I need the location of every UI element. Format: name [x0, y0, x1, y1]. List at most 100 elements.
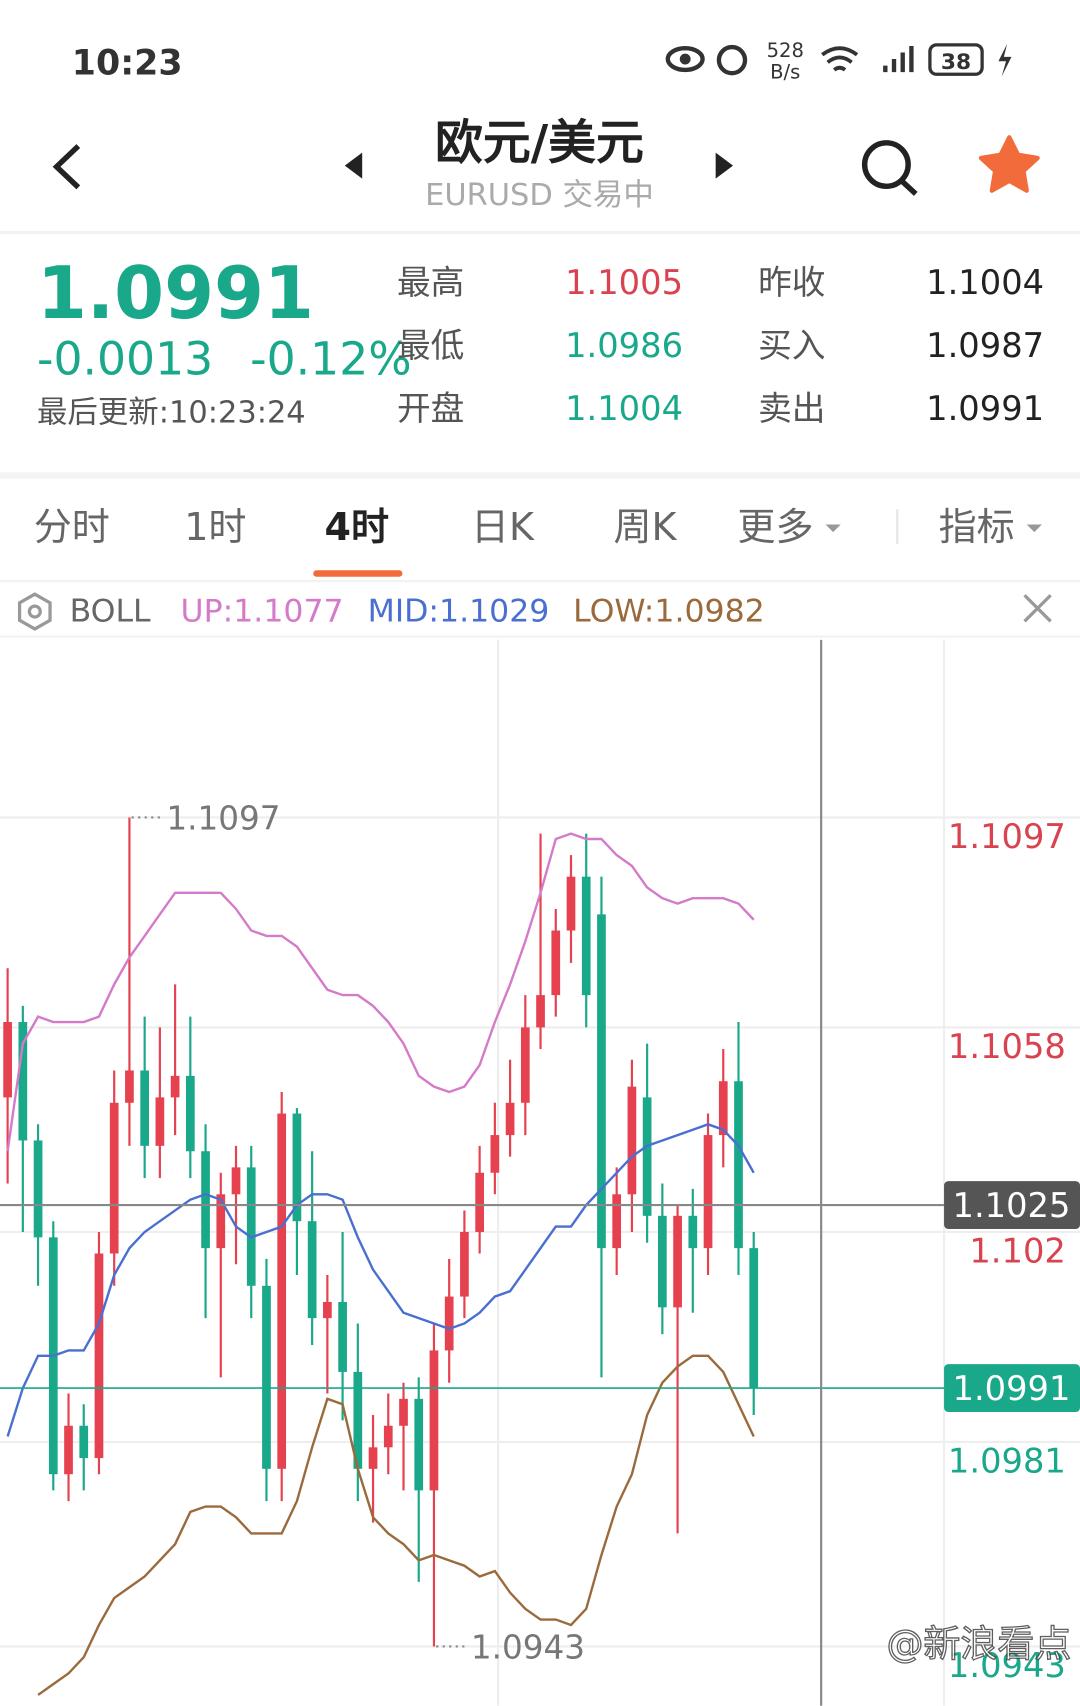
wifi-icon	[821, 46, 859, 72]
tab[interactable]: 4时	[324, 505, 389, 549]
update-time: 最后更新:10:23:24	[37, 395, 306, 430]
indicator-bar: BOLL UP:1.1077 MID:1.1029 LOW:1.0982	[17, 592, 1052, 631]
candle-body	[231, 1167, 241, 1195]
candle-body	[688, 1215, 698, 1249]
candle-body	[658, 1215, 667, 1308]
eye-pupil	[679, 53, 691, 65]
y-tick-label: 1.0981	[948, 1441, 1066, 1480]
boll-line	[6, 832, 755, 1152]
boll-low: LOW:1.0982	[573, 593, 765, 629]
candle-body	[627, 1086, 637, 1195]
dropdown-caret	[1026, 524, 1042, 533]
charging-icon	[998, 43, 1012, 77]
stat-label: 最高	[397, 263, 464, 302]
candle-body	[277, 1113, 287, 1469]
last-price: 1.0991	[37, 251, 314, 335]
change-pct: -0.12%	[250, 332, 412, 385]
candle-body	[642, 1097, 652, 1216]
candle-body	[216, 1194, 226, 1249]
pair-subtitle: EURUSD 交易中	[425, 178, 654, 213]
stat-value: 1.1004	[926, 263, 1044, 302]
candle-body	[170, 1075, 180, 1098]
candle-body	[368, 1447, 378, 1469]
signal-icon	[883, 45, 914, 73]
candle-body	[505, 1102, 515, 1136]
price-tag	[944, 1181, 1080, 1229]
extreme-label: 1.0943	[471, 1628, 585, 1666]
y-tick-label: 1.102	[969, 1231, 1066, 1270]
divider	[0, 580, 1080, 583]
indicator-name: BOLL	[70, 593, 151, 629]
search-button[interactable]	[861, 140, 911, 190]
boll-line	[6, 1123, 755, 1437]
candle-body	[338, 1301, 347, 1372]
candle-body	[201, 1151, 210, 1249]
candle-body	[323, 1301, 332, 1319]
candle-body	[185, 1075, 195, 1152]
quote: 1.0991 -0.0013 -0.12% 最后更新:10:23:24 最高 1.…	[37, 251, 1044, 430]
tab[interactable]: 更多	[737, 505, 813, 549]
stat-label: 买入	[758, 326, 825, 365]
extreme-label: 1.1097	[166, 799, 280, 837]
boll-line	[37, 1354, 755, 1696]
candle-body	[414, 1398, 424, 1491]
dropdown-caret	[825, 524, 841, 533]
tab[interactable]: 分时	[34, 505, 110, 549]
candle-body	[749, 1248, 759, 1389]
divider	[0, 472, 1080, 479]
next-button[interactable]	[715, 152, 734, 179]
battery-icon	[928, 43, 984, 76]
candle-body	[444, 1296, 454, 1351]
candle-body	[64, 1425, 73, 1475]
tab[interactable]: 指标	[939, 505, 1015, 549]
stats: 最高 1.1005 昨收 1.1004 最低 1.0986 买入 1.0987 开盘 1.1004…	[397, 263, 1044, 428]
candle-body	[490, 1135, 500, 1173]
tab[interactable]: 日K	[471, 505, 535, 549]
stat-label: 卖出	[758, 389, 825, 428]
stat-label: 开盘	[397, 389, 464, 428]
favorite-button[interactable]	[978, 135, 1040, 193]
stat-label: 最低	[397, 326, 464, 365]
tab[interactable]: 1时	[184, 505, 246, 549]
stat-value: 1.1004	[565, 389, 683, 428]
candle-body	[520, 1027, 530, 1103]
candle-body	[460, 1231, 469, 1297]
divider	[0, 635, 1080, 638]
price-tag-label: 1.1025	[953, 1186, 1071, 1225]
candle-body	[246, 1167, 256, 1286]
tab[interactable]: 周K	[613, 505, 677, 549]
candle-body	[703, 1135, 713, 1249]
period-tabs: 分时 1时 4时 日K 周K 更多 指标	[34, 505, 1042, 549]
boll-mid: MID:1.1029	[368, 593, 550, 629]
active-tab-indicator	[313, 570, 403, 577]
eye-icon	[665, 45, 705, 73]
watermark: @新浪看点	[886, 1623, 1071, 1666]
change: -0.0013	[37, 332, 213, 385]
candle-body	[673, 1215, 682, 1308]
price-tag	[944, 1364, 1080, 1413]
candle-body	[109, 1102, 119, 1254]
candle-body	[292, 1113, 302, 1222]
prev-button[interactable]	[344, 152, 363, 179]
indicator-icon	[17, 592, 52, 631]
y-tick-label: 1.1097	[948, 817, 1066, 856]
search-handle	[899, 178, 918, 196]
candle-body	[33, 1140, 43, 1238]
candle-body	[597, 914, 606, 1249]
stat-value: 1.0986	[565, 326, 683, 365]
candle-body	[307, 1221, 317, 1319]
candle-body	[140, 1070, 150, 1146]
divider	[0, 230, 1080, 235]
candle-body	[262, 1285, 271, 1469]
candle-body	[79, 1425, 89, 1459]
header: 欧元/美元 EURUSD 交易中	[52, 116, 1040, 213]
candle-body	[3, 1022, 12, 1098]
back-button[interactable]	[52, 144, 81, 190]
candle-body	[566, 876, 576, 931]
net-speed: 528	[767, 39, 804, 62]
candle-body	[612, 1194, 622, 1249]
close-indicator[interactable]	[1023, 594, 1052, 623]
alarm-icon	[716, 44, 748, 76]
candle-body	[125, 1070, 134, 1103]
